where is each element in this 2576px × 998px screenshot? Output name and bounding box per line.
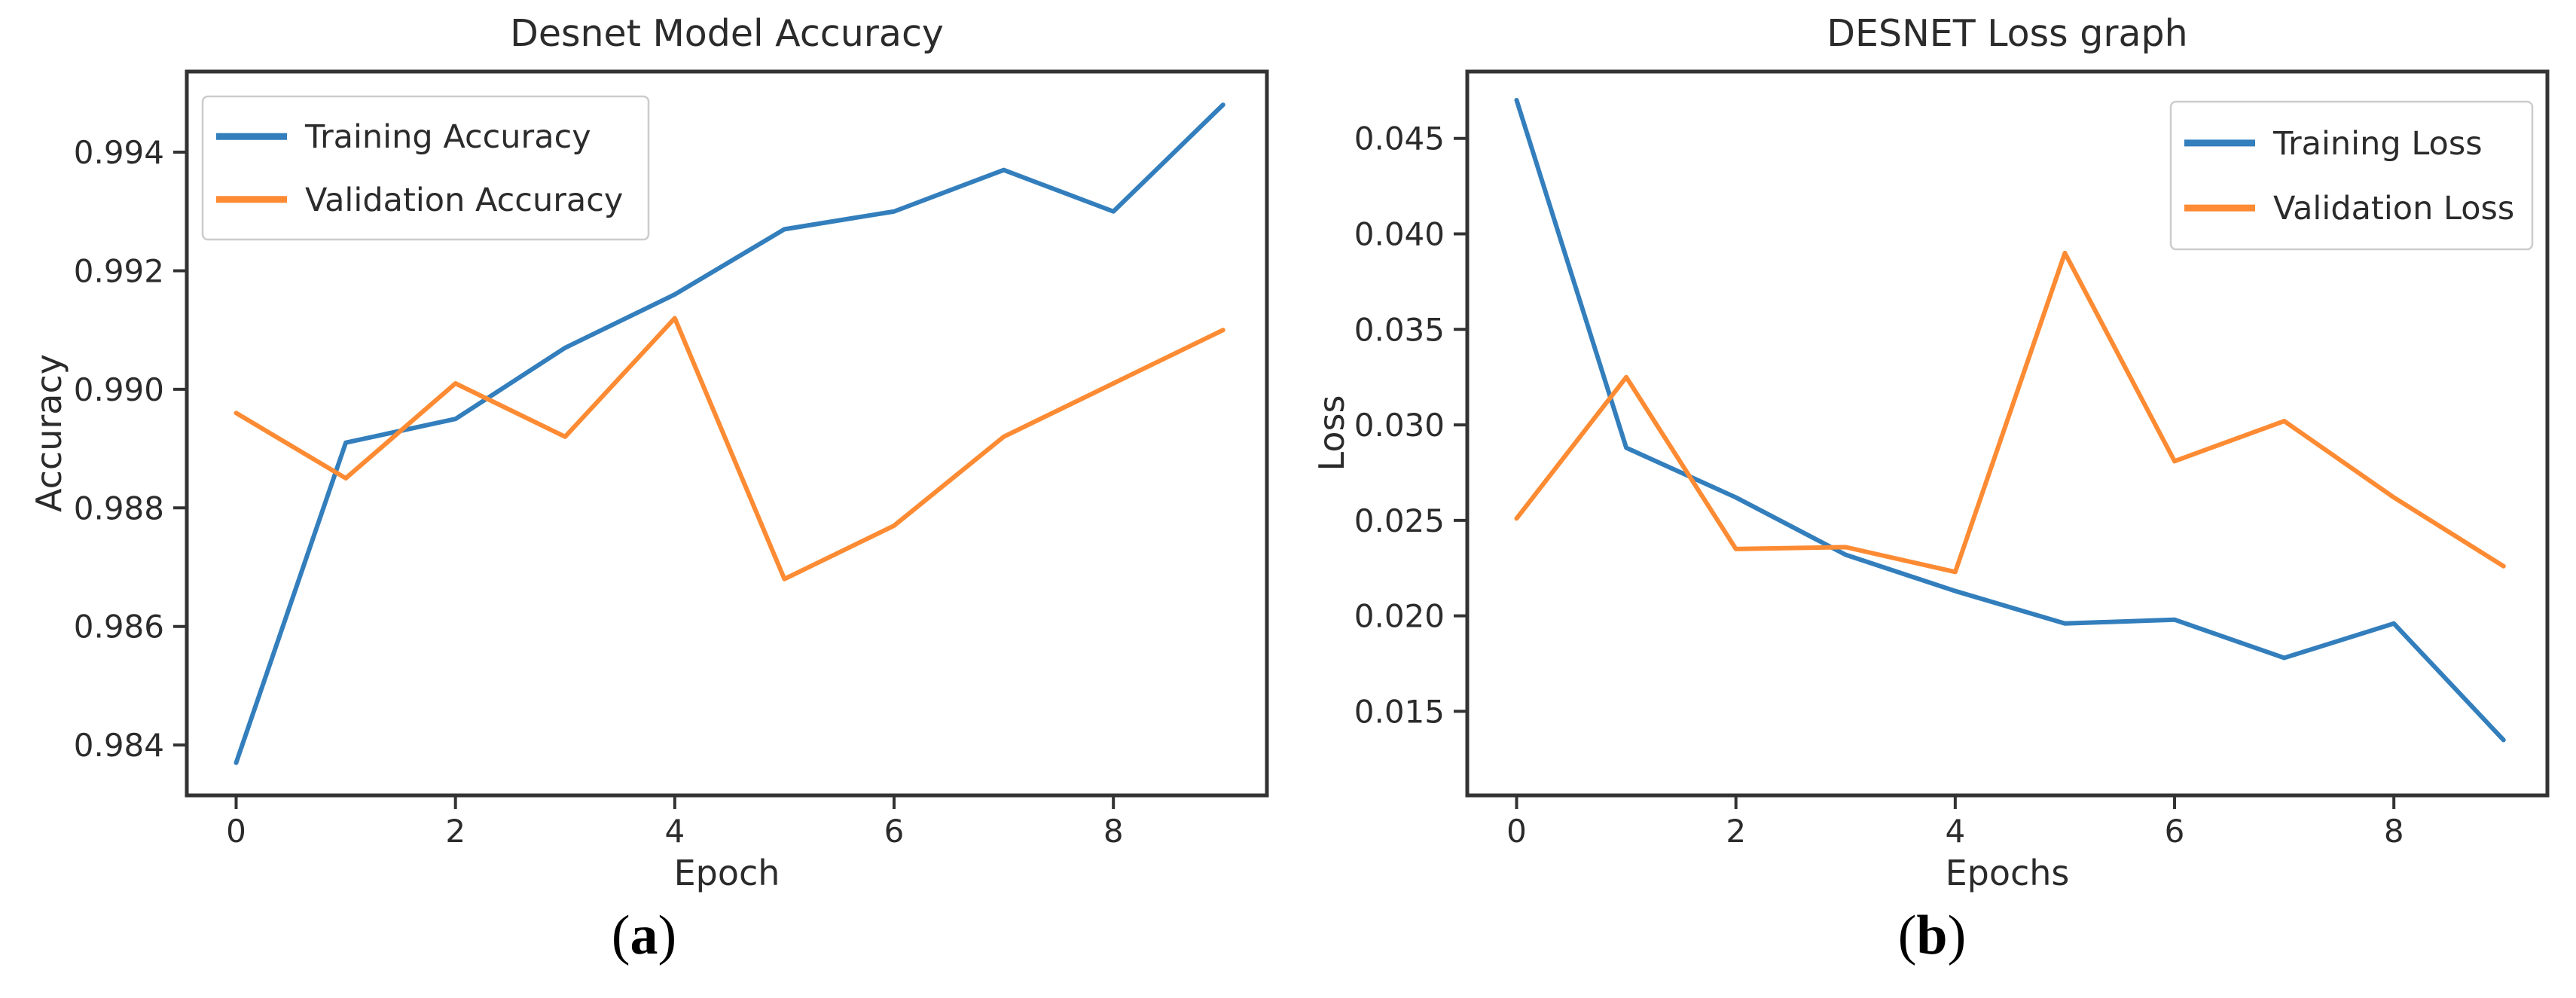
x-tick-label: 4 [664,813,685,850]
legend-label-validation-loss: Validation Loss [2273,190,2514,227]
series-line-training-loss [1514,98,2506,743]
x-tick-label: 2 [445,813,465,850]
y-tick-label: 0.994 [74,134,164,171]
legend-label-training-loss: Training Loss [2272,125,2483,163]
chart-desnet-model-accuracy: 0.984 0.986 0.988 0.990 0.992 0.994 0 2 4 6 8 Train… [74,69,1269,850]
right-y-axis-label: Loss [1311,395,1352,472]
x-tick-label: 6 [2165,813,2185,850]
x-tick-label: 2 [1726,813,1746,850]
legend: Training Loss Validation Loss [2169,100,2534,251]
legend-label-training-accuracy: Training Accuracy [304,118,591,156]
y-tick-label: 0.045 [1354,121,1445,157]
series-line-validation-accuracy [233,316,1225,581]
legend: Training Accuracy Validation Accuracy [201,95,650,241]
legend-box [201,95,650,241]
y-tick-label: 0.025 [1354,502,1445,539]
y-tick-label: 0.040 [1354,216,1445,253]
x-tick-label: 6 [884,813,905,850]
right-x-axis-label: Epochs [1945,853,2070,893]
legend-box [2169,100,2534,251]
plot-area [185,69,1269,798]
y-tick-label: 0.030 [1354,407,1445,444]
left-x-axis-label: Epoch [673,853,780,893]
y-tick-label: 0.988 [74,490,164,526]
y-tick-label: 0.015 [1354,693,1445,730]
y-tick-label: 0.984 [74,727,164,764]
caption-a: (a) [611,905,677,966]
y-tick-label: 0.990 [74,371,164,408]
caption-b: (b) [1897,905,1967,966]
x-tick-label: 8 [2384,813,2404,850]
y-tick-label: 0.992 [74,252,164,289]
y-tick-label: 0.020 [1354,598,1445,635]
y-tick-label: 0.035 [1354,311,1445,348]
x-tick-label: 0 [1506,813,1527,850]
y-tick-label: 0.986 [74,609,164,645]
x-tick-label: 8 [1103,813,1124,850]
chart-desnet-loss-graph: 0.015 0.020 0.025 0.030 0.035 0.040 0.045 0 2 4 6 8… [1354,69,2550,850]
legend-label-validation-accuracy: Validation Accuracy [305,182,623,219]
left-chart-title: Desnet Model Accuracy [510,12,944,55]
plot-area [1465,69,2550,798]
x-tick-label: 4 [1945,813,1965,850]
right-chart-title: DESNET Loss graph [1827,12,2188,55]
series-line-validation-loss [1514,250,2506,575]
left-y-axis-label: Accuracy [29,354,69,513]
x-tick-label: 0 [226,813,246,850]
